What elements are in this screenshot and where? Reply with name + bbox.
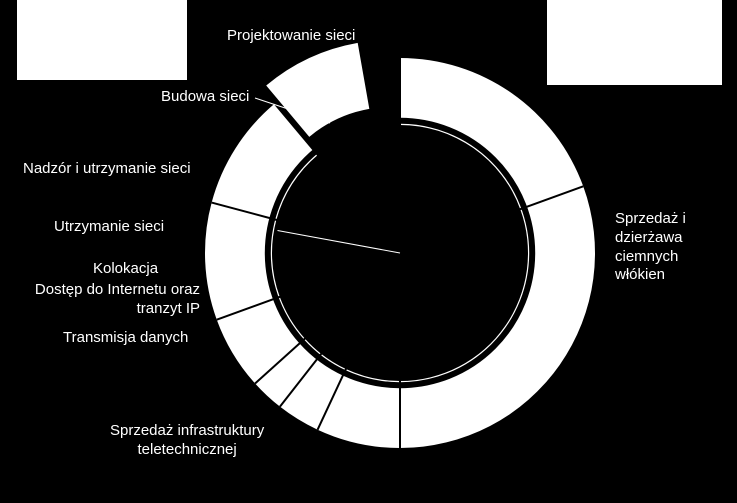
label-sprzedaz-wlokien: Sprzedaż i dzierżawa ciemnych włókien <box>615 210 686 285</box>
label-projektowanie: Projektowanie sieci <box>227 27 355 46</box>
label-kolokacja: Kolokacja <box>93 260 158 279</box>
label-sprzedaz-infrastruktury: Sprzedaż infrastruktury teletechnicznej <box>110 422 264 460</box>
box-top-left <box>17 0 187 80</box>
label-nadzor: Nadzór i utrzymanie sieci <box>23 160 191 179</box>
box-top-right <box>547 0 722 85</box>
chart-canvas: Sprzedaż i dzierżawa ciemnych włókien Sp… <box>0 0 737 503</box>
label-transmisja: Transmisja danych <box>63 329 188 348</box>
label-dostep-ip: Dostęp do Internetu oraz tranzyt IP <box>0 281 200 319</box>
label-utrzymanie: Utrzymanie sieci <box>54 218 164 237</box>
label-budowa: Budowa sieci <box>161 88 249 107</box>
